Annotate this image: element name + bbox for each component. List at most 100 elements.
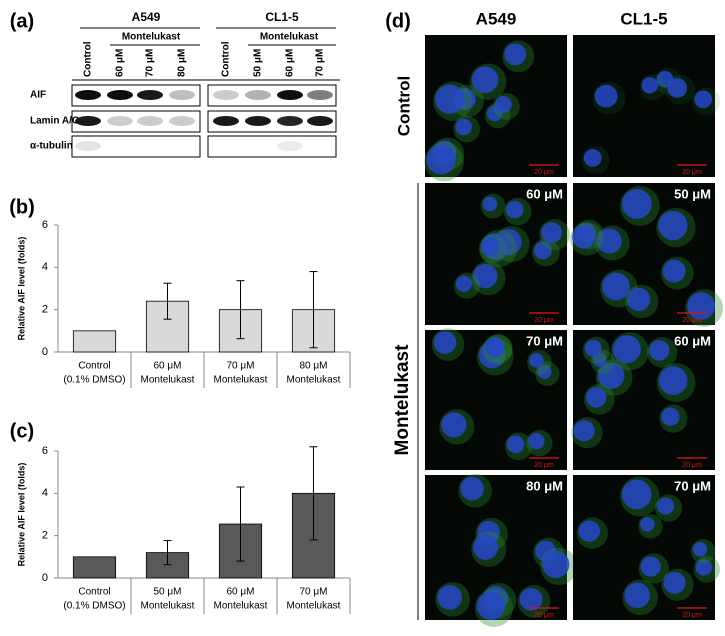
y-tick-label: 2 <box>42 530 48 542</box>
lane-label: 50 μM <box>253 49 264 77</box>
cell-nucleus <box>662 259 686 283</box>
cell-nucleus <box>583 149 602 167</box>
cell-nucleus <box>480 237 500 256</box>
x-tick-label: Montelukast <box>141 375 195 386</box>
lane-label: 60 μM <box>285 49 296 77</box>
bar <box>72 330 117 353</box>
cell-nucleus <box>494 96 512 113</box>
x-tick-label: 80 μM <box>300 361 328 372</box>
x-tick-label: 70 μM <box>227 361 255 372</box>
cell-nucleus <box>602 272 630 301</box>
blot-band <box>307 90 333 100</box>
cell-nucleus <box>626 287 651 312</box>
error-bar <box>236 280 245 340</box>
cell-nucleus <box>585 387 607 408</box>
cell-nucleus <box>476 591 506 620</box>
row-group-label: Control <box>394 76 413 136</box>
cell-nucleus <box>504 43 527 66</box>
scale-bar-label: 20 μm <box>682 169 702 176</box>
scale-bar-label: 20 μm <box>534 317 554 324</box>
lane-label: 70 μM <box>315 49 326 77</box>
bar <box>72 556 117 579</box>
blot-band <box>213 116 239 126</box>
x-tick-label: Montelukast <box>287 601 341 612</box>
cell-nucleus <box>687 292 716 320</box>
x-tick-label: Montelukast <box>214 375 268 386</box>
cell-nucleus <box>624 582 650 609</box>
y-tick-label: 4 <box>42 487 48 499</box>
row-label: α-tubulin <box>30 141 73 152</box>
cell-nucleus <box>519 587 543 611</box>
cell-nucleus <box>528 433 545 450</box>
blot-band <box>137 90 163 100</box>
blot-band <box>307 116 333 126</box>
row-label: AIF <box>30 90 46 101</box>
cell-nucleus <box>537 364 552 379</box>
y-tick-label: 0 <box>42 346 48 358</box>
cell-nucleus <box>437 585 462 610</box>
blot-band <box>213 90 239 100</box>
cell-nucleus <box>663 571 686 594</box>
panel-label: (c) <box>10 420 34 442</box>
cell-nucleus <box>505 200 524 219</box>
blot-band <box>137 116 163 126</box>
x-tick-label: Montelukast <box>287 375 341 386</box>
cell-nucleus <box>426 144 456 175</box>
scale-bar-label: 20 μm <box>534 462 554 469</box>
error-bar <box>309 271 318 349</box>
x-tick-label: (0.1% DMSO) <box>63 375 125 386</box>
lane-label: 60 μM <box>115 49 126 77</box>
blot-band <box>107 90 133 100</box>
cell-nucleus <box>621 479 652 510</box>
blot-box <box>207 135 337 158</box>
blot-band <box>169 90 195 100</box>
x-tick-label: (0.1% DMSO) <box>63 601 125 612</box>
cell-nucleus <box>594 84 618 108</box>
blot-box <box>71 110 201 133</box>
panel-label: (d) <box>385 10 411 32</box>
lane-label: 70 μM <box>145 49 156 77</box>
panel-label: (b) <box>9 196 35 218</box>
cell-nucleus <box>596 228 622 254</box>
cell-nucleus <box>597 362 625 389</box>
y-tick-label: 4 <box>42 261 48 273</box>
blot-band <box>107 116 133 126</box>
blot-band <box>75 141 101 151</box>
cell-nucleus <box>455 275 472 292</box>
error-bar <box>163 540 172 566</box>
scale-bar-label: 20 μm <box>682 317 702 324</box>
group-label: CL1-5 <box>265 10 299 24</box>
cell-nucleus <box>648 340 670 361</box>
cell-nucleus <box>541 222 563 244</box>
cell-nucleus <box>460 476 484 501</box>
x-tick-label: Montelukast <box>141 601 195 612</box>
x-tick-label: 50 μM <box>154 587 182 598</box>
cell-nucleus <box>578 520 601 542</box>
lane-label: Control <box>221 41 232 77</box>
error-bar <box>309 446 318 541</box>
scale-bar-label: 20 μm <box>682 612 702 619</box>
error-bar <box>236 486 245 562</box>
lane-label: Control <box>83 41 94 77</box>
blot-box <box>207 84 337 107</box>
x-tick-label: Montelukast <box>214 601 268 612</box>
blot-box <box>71 135 201 158</box>
column-label: CL1-5 <box>620 9 667 28</box>
cell-nucleus <box>482 196 498 212</box>
blot-band <box>245 116 271 126</box>
blot-band <box>75 116 101 126</box>
blot-band <box>245 90 271 100</box>
blot-band <box>169 116 195 126</box>
treatment-label: Montelukast <box>122 32 181 43</box>
x-tick-label: 70 μM <box>300 587 328 598</box>
cell-nucleus <box>621 188 652 219</box>
cell-nucleus <box>661 407 680 426</box>
cell-nucleus <box>640 556 661 577</box>
column-label: A549 <box>476 9 517 28</box>
cell-nucleus <box>694 90 713 109</box>
concentration-label: 60 μM <box>674 333 711 348</box>
concentration-label: 70 μM <box>526 333 563 348</box>
y-tick-label: 2 <box>42 304 48 316</box>
y-tick-label: 0 <box>42 572 48 584</box>
